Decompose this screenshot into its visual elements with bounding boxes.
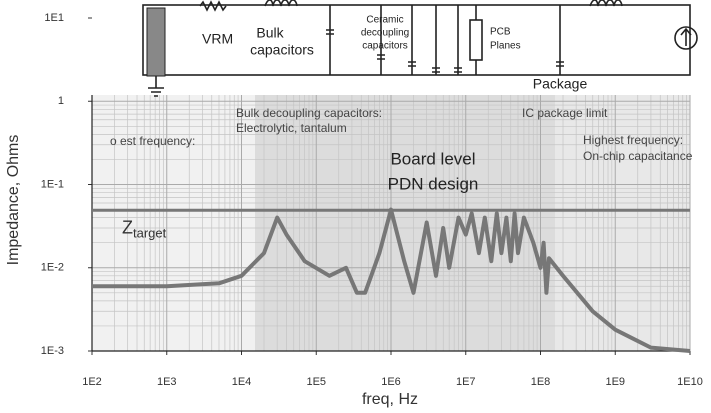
vrm-box <box>146 7 166 77</box>
schematic-label: Planes <box>490 41 521 52</box>
x-tick-label: 1E4 <box>232 376 252 388</box>
x-tick-label: 1E9 <box>605 376 625 388</box>
annotation: PDN design <box>388 174 479 193</box>
x-tick-label: 1E3 <box>157 376 177 388</box>
schematic-label: capacitors <box>362 41 408 52</box>
x-tick-label: 1E5 <box>306 376 326 388</box>
resistor <box>199 0 227 12</box>
schematic-label: capacitors <box>250 42 314 58</box>
annotation: Board level <box>390 149 475 168</box>
x-axis-label: freq, Hz <box>362 391 418 408</box>
y-tick-label: 1E-2 <box>41 262 64 274</box>
x-tick-label: 1E10 <box>677 376 703 388</box>
source-arrow <box>680 27 692 46</box>
schematic-label: Bulk <box>256 25 284 41</box>
inductor <box>589 0 623 7</box>
current-source <box>674 26 698 50</box>
schematic-label: Ceramic <box>366 15 403 26</box>
annotation: IC package limit <box>522 106 608 120</box>
schematic-label: Package <box>533 76 588 92</box>
y-axis-label: Impedance, Ohms <box>5 135 22 266</box>
y-tick-label: 1 <box>58 95 64 107</box>
x-tick-label: 1E6 <box>381 376 401 388</box>
schematic: VRM Bulk capacitors Ceramic decoupling c… <box>142 0 698 97</box>
target-label-main: Z <box>122 217 133 237</box>
y-tick-label: 1E1 <box>44 12 64 24</box>
ground <box>148 76 164 97</box>
x-tick-label: 1E8 <box>531 376 551 388</box>
schematic-label: PCB <box>490 27 511 38</box>
y-tick-label: 1E-1 <box>41 178 64 190</box>
plane-resistor <box>469 19 483 61</box>
impedance-curve <box>92 207 691 353</box>
annotation: Bulk decoupling capacitors: <box>236 106 382 120</box>
x-tick-label: 1E7 <box>456 376 476 388</box>
x-tick-label: 1E2 <box>82 376 102 388</box>
annotation: On-chip capacitance <box>583 149 693 163</box>
schematic-label: VRM <box>202 31 233 47</box>
capacitors <box>326 5 564 75</box>
schematic-label: decoupling <box>361 28 409 39</box>
inductor <box>264 0 298 7</box>
annotation: Highest frequency: <box>583 133 683 147</box>
target-label: Ztarget <box>122 217 167 241</box>
y-tick-label: 1E-3 <box>41 345 64 357</box>
target-label-sub: target <box>133 226 167 241</box>
annotation: o est frequency: <box>110 134 195 148</box>
annotation: Electrolytic, tantalum <box>236 121 347 135</box>
circuit-box <box>142 4 691 76</box>
